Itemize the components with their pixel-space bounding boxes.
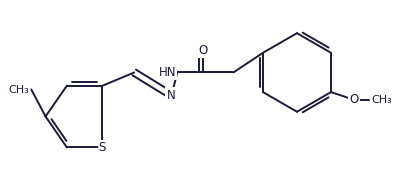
Text: N: N	[167, 89, 176, 102]
Text: CH₃: CH₃	[9, 84, 29, 95]
Text: CH₃: CH₃	[371, 95, 392, 105]
Text: S: S	[99, 141, 106, 154]
Text: O: O	[198, 44, 207, 57]
Text: HN: HN	[159, 66, 176, 79]
Text: O: O	[349, 93, 358, 106]
